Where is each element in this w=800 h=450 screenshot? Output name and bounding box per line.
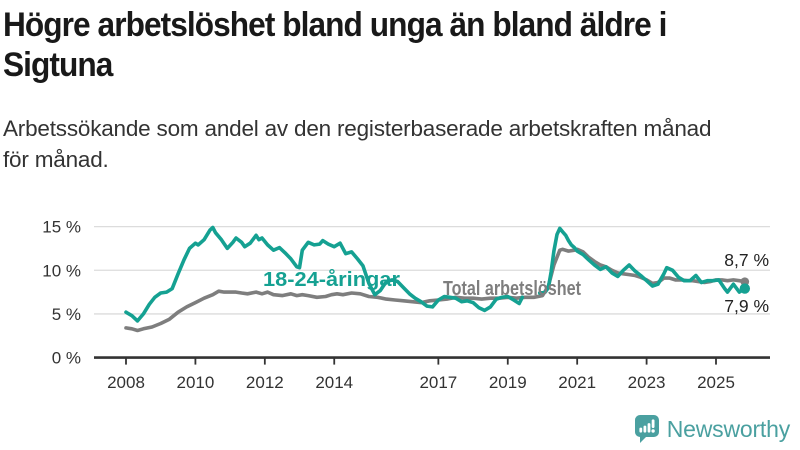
x-tick-label: 2012: [246, 373, 284, 392]
x-tick-label: 2021: [558, 373, 596, 392]
x-tick-label: 2019: [489, 373, 527, 392]
chart-subtitle-line: för månad.: [3, 147, 109, 172]
unemployment-line-chart: 2008 2010 2012 2014 2017 2019 2021 2023 2025 0 % 5…: [42, 218, 770, 392]
newsworthy-bar-chart-bubble-icon: [634, 415, 659, 443]
series-total-end-dot: [740, 277, 750, 286]
series-total-label: Total arbetslöshet: [443, 278, 581, 300]
x-tick-label: 2023: [628, 373, 666, 392]
y-tick-label: 0 %: [52, 349, 81, 368]
series-youth-line: [124, 225, 747, 323]
x-tick-label: 2010: [176, 373, 214, 392]
series-total-line: [124, 247, 747, 333]
chart-subtitle: Arbetssökande som andel av den registerb…: [3, 113, 711, 175]
chart-title-line: Högre arbetslöshet bland unga än bland ä…: [3, 6, 667, 44]
chart-title-line: Sigtuna: [3, 46, 113, 84]
series-total-end-value-label: 8,7 %: [724, 250, 769, 270]
newsworthy-logo-text: Newsworthy: [666, 415, 790, 442]
x-tick-label: 2014: [315, 373, 353, 392]
series-youth-label: 18-24-åringar: [263, 268, 400, 291]
series-youth-end-value-label: 7,9 %: [724, 296, 769, 316]
x-tick-label: 2008: [107, 373, 145, 392]
chart-subtitle-line: Arbetssökande som andel av den registerb…: [3, 116, 712, 141]
y-tick-label: 5 %: [52, 305, 81, 324]
x-tick-label: 2017: [419, 373, 457, 392]
chart-title: Högre arbetslöshet bland unga än bland ä…: [3, 5, 667, 85]
y-tick-label: 15 %: [42, 218, 81, 237]
newsworthy-logo: Newsworthy: [634, 414, 790, 444]
series-youth-end-dot: [739, 283, 751, 294]
y-tick-label: 10 %: [42, 261, 81, 280]
x-tick-label: 2025: [697, 373, 735, 392]
